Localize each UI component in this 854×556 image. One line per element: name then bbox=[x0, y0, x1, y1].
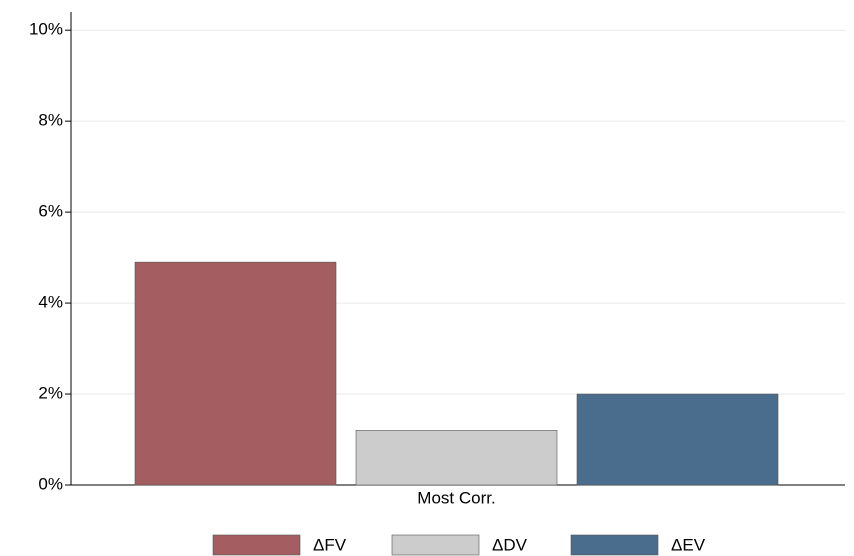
bar bbox=[355, 430, 558, 486]
legend-swatch bbox=[391, 534, 480, 556]
legend-swatch bbox=[570, 534, 659, 556]
y-tick-label: 8% bbox=[38, 111, 63, 130]
y-tick-label: 0% bbox=[38, 474, 63, 493]
y-tick-label: 2% bbox=[38, 384, 63, 403]
bar bbox=[576, 393, 779, 486]
legend-label: ΔFV bbox=[313, 535, 347, 554]
legend-swatch bbox=[212, 534, 301, 556]
y-tick-label: 4% bbox=[38, 293, 63, 312]
x-tick-label: Most Corr. bbox=[417, 488, 495, 507]
y-tick-label: 6% bbox=[38, 202, 63, 221]
legend-label: ΔDV bbox=[492, 535, 528, 554]
legend-label: ΔEV bbox=[671, 535, 706, 554]
bar bbox=[134, 261, 337, 486]
y-tick-label: 10% bbox=[29, 20, 63, 39]
